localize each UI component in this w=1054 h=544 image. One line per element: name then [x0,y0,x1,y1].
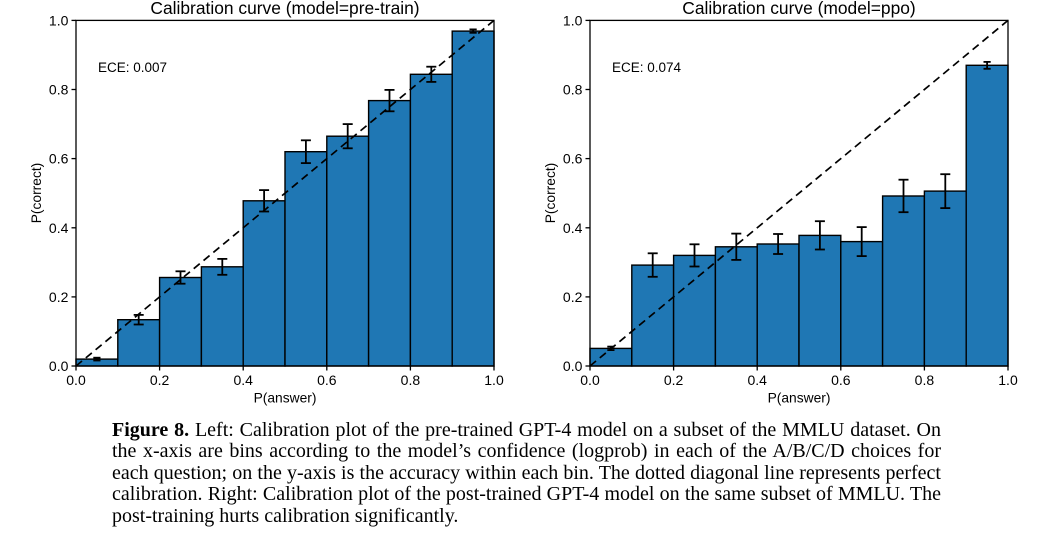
svg-text:P(answer): P(answer) [768,390,831,405]
svg-text:ECE: 0.007: ECE: 0.007 [98,60,167,75]
svg-text:0.6: 0.6 [831,372,851,388]
svg-text:P(correct): P(correct) [543,163,558,224]
svg-text:0.6: 0.6 [49,151,69,167]
svg-text:0.6: 0.6 [563,151,583,167]
svg-text:P(correct): P(correct) [29,163,44,224]
svg-text:0.2: 0.2 [664,372,684,388]
svg-text:0.8: 0.8 [401,372,421,388]
svg-text:0.4: 0.4 [563,220,583,236]
svg-text:Calibration curve (model=pre-t: Calibration curve (model=pre-train) [150,0,419,18]
svg-text:0.8: 0.8 [915,372,935,388]
svg-text:0.4: 0.4 [49,220,69,236]
svg-text:0.0: 0.0 [580,372,600,388]
svg-text:0.8: 0.8 [49,82,69,98]
svg-text:0.4: 0.4 [747,372,767,388]
svg-text:0.0: 0.0 [66,372,86,388]
svg-text:ECE: 0.074: ECE: 0.074 [612,60,682,75]
svg-text:1.0: 1.0 [49,12,69,28]
svg-text:0.4: 0.4 [233,372,253,388]
svg-text:0.6: 0.6 [317,372,337,388]
svg-text:1.0: 1.0 [484,372,504,388]
svg-text:0.0: 0.0 [563,358,583,374]
svg-text:1.0: 1.0 [998,372,1018,388]
svg-text:P(answer): P(answer) [254,390,317,405]
svg-text:0.2: 0.2 [150,372,170,388]
svg-text:0.0: 0.0 [49,358,69,374]
svg-text:Calibration curve (model=ppo): Calibration curve (model=ppo) [682,0,915,18]
svg-text:0.8: 0.8 [563,82,583,98]
svg-text:0.2: 0.2 [563,289,583,305]
svg-text:0.2: 0.2 [49,289,69,305]
svg-text:1.0: 1.0 [563,12,583,28]
